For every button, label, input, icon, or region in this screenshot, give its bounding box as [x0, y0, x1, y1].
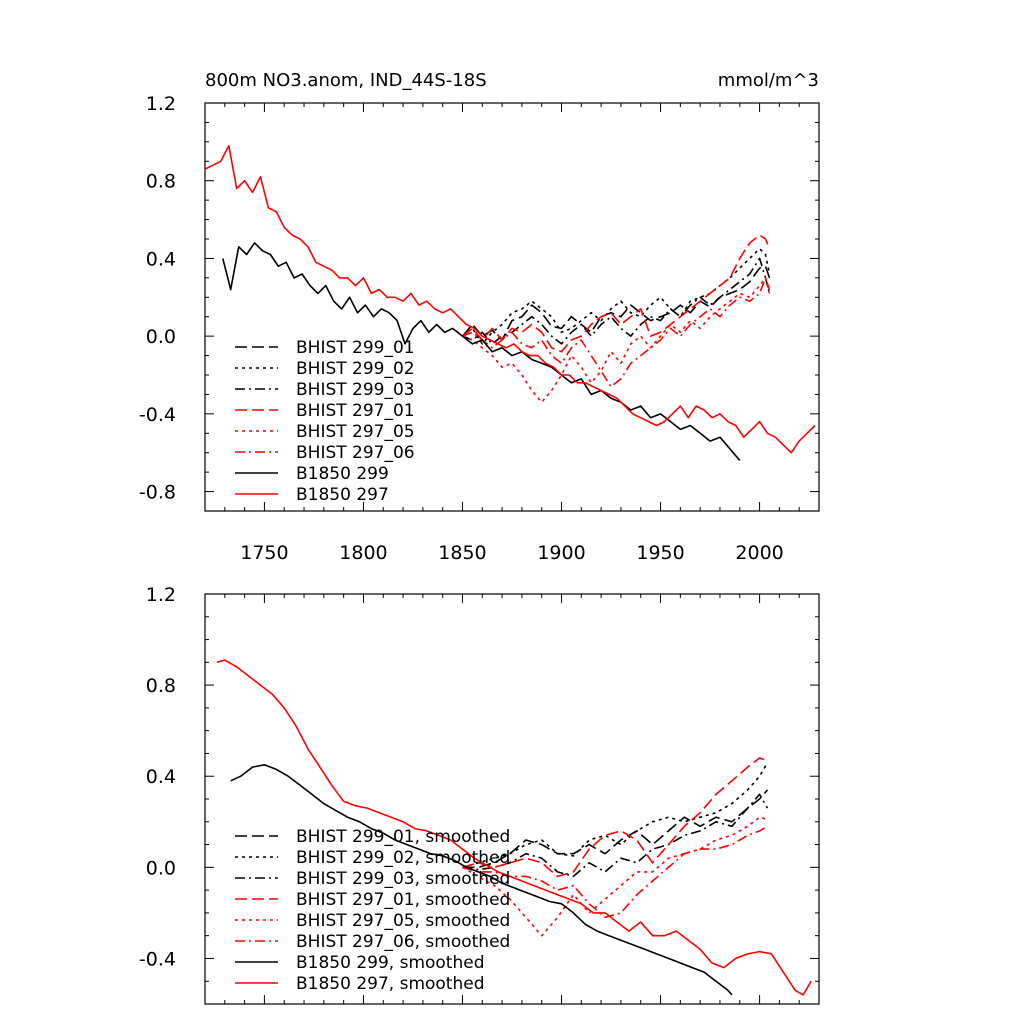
y-tick-label: 0.0 — [146, 326, 176, 348]
legend-label: BHIST 297_01, smoothed — [296, 890, 510, 910]
legend-label: BHIST 299_01, smoothed — [296, 827, 510, 847]
series-line-7 — [205, 144, 816, 454]
top-panel-units: mmol/m^3 — [718, 70, 819, 91]
series-line-0 — [461, 265, 771, 341]
x-tick-label: 1900 — [537, 542, 585, 564]
y-tick-label: 0.8 — [146, 675, 176, 697]
series-line-4 — [462, 816, 768, 937]
y-tick-label: -0.4 — [139, 948, 176, 970]
series-group — [205, 144, 816, 462]
legend-label: BHIST 299_03, smoothed — [296, 869, 510, 889]
legend-label: BHIST 299_02 — [296, 359, 415, 379]
legend-label: BHIST 297_06 — [296, 443, 415, 463]
x-tick-label: 1850 — [438, 542, 486, 564]
top-panel-title: 800m NO3.anom, IND_44S-18S — [205, 70, 487, 91]
series-line-6 — [230, 763, 733, 996]
x-tick-label: 1750 — [240, 542, 288, 564]
legend-label: B1850 299, smoothed — [296, 953, 485, 973]
series-line-4 — [462, 277, 771, 404]
series-group — [216, 659, 812, 996]
legend-label: BHIST 299_01 — [296, 338, 415, 358]
series-line-1 — [462, 762, 769, 869]
series-line-1 — [462, 247, 771, 345]
legend-label: BHIST 299_03 — [296, 380, 415, 400]
series-line-6 — [222, 242, 741, 462]
series-line-2 — [462, 793, 769, 878]
legend-label: BHIST 297_06, smoothed — [296, 932, 510, 952]
legend-label: B1850 297 — [296, 485, 389, 505]
legend-label: BHIST 299_02, smoothed — [296, 848, 510, 868]
series-line-3 — [462, 757, 768, 878]
y-tick-label: -0.4 — [139, 404, 176, 426]
y-tick-label: 0.4 — [146, 248, 176, 270]
x-tick-label: 1800 — [339, 542, 387, 564]
series-line-5 — [462, 825, 768, 919]
legend-label: BHIST 297_05, smoothed — [296, 911, 510, 931]
legend-label: BHIST 297_01 — [296, 401, 415, 421]
legend-label: B1850 297, smoothed — [296, 974, 485, 994]
y-tick-label: 0.0 — [146, 857, 176, 879]
x-tick-label: 2000 — [735, 542, 783, 564]
series-line-7 — [216, 659, 812, 996]
legend-label: B1850 299 — [296, 464, 389, 484]
plot-frame — [204, 102, 820, 512]
y-tick-label: -0.8 — [139, 482, 176, 504]
x-tick-label: 1950 — [636, 542, 684, 564]
series-line-5 — [462, 277, 771, 388]
series-line-3 — [462, 234, 771, 353]
series-line-2 — [462, 257, 771, 345]
y-tick-label: 0.4 — [146, 766, 176, 788]
legend-label: BHIST 297_05 — [296, 422, 415, 442]
y-tick-label: 1.2 — [146, 584, 176, 606]
y-tick-label: 1.2 — [146, 93, 176, 115]
top-panel: 800m NO3.anom, IND_44S-18S mmol/m^3 1750… — [139, 70, 820, 564]
y-tick-label: 0.8 — [146, 171, 176, 193]
series-line-0 — [462, 789, 769, 869]
